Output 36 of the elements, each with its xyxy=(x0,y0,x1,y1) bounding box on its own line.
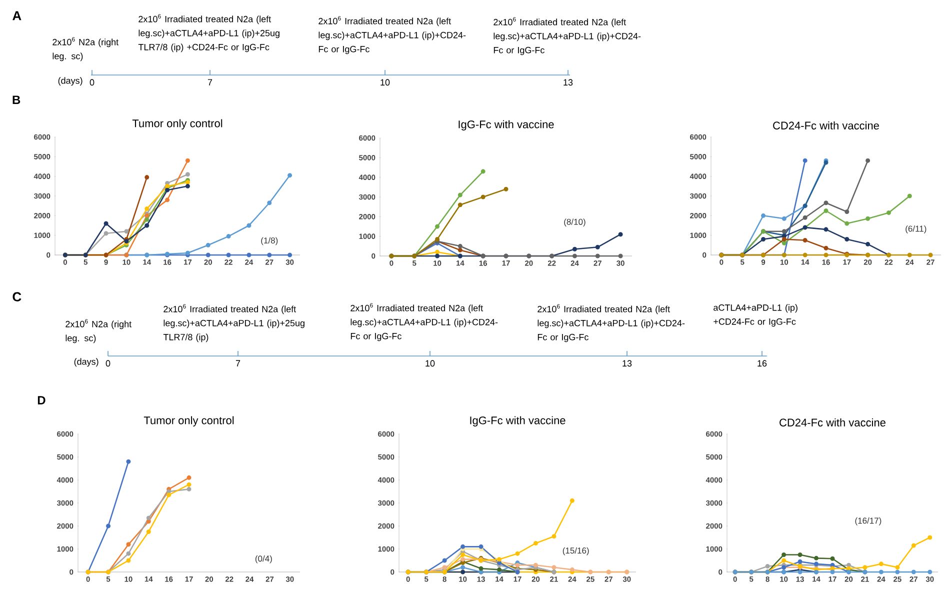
text: A xyxy=(12,11,22,20)
text: 2x10$^{6}$ Irradiated treated N2a (left leg.sc)+aCTLA4+aPD-L1 (ip)+25ug TLR7/8 (ip) xyxy=(163,304,304,342)
text: C xyxy=(12,292,22,302)
category-label: 13 xyxy=(564,79,573,86)
text: 2x10$^{6}$ Irradiated treated N2a (left leg.sc)+aCTLA4+aPD-L1 (ip)+CD24-Fc or IgG-Fc xyxy=(350,303,498,342)
annotation: (16/17) xyxy=(855,517,882,526)
chart-title: CD24-Fc with vaccine xyxy=(773,121,879,130)
text: B xyxy=(12,96,20,104)
chart-title: IgG-Fc with vaccine xyxy=(470,416,566,426)
text: 2x10$^{6}$ Irradiated treated N2a (left leg.sc)+aCTLA4+aPD-L1 (ip)+CD24-Fc or IgG-Fc xyxy=(494,17,641,56)
category-label: 0 xyxy=(106,360,110,367)
annotation: (8/10) xyxy=(564,218,586,227)
category-label: 13 xyxy=(622,360,632,367)
category-label: 16 xyxy=(758,360,767,367)
chart-title: Tumor only control xyxy=(132,119,222,130)
text: D xyxy=(38,396,46,404)
annotation: (15/16) xyxy=(562,547,589,556)
text: 2x10$^{6}$ Irradiated treated N2a (left leg.sc)+aCTLA4+aPD-L1 (ip)+CD24-Fc or IgG-Fc xyxy=(538,304,685,342)
text: 2x10$^{6}$ Irradiated treated N2a (left leg.sc)+aCTLA4+aPD-L1 (ip)+CD24-Fc or IgG-Fc xyxy=(318,16,466,54)
category-label: 0 xyxy=(90,79,94,86)
category-label: 7 xyxy=(236,360,240,366)
annotation: (1/8) xyxy=(261,237,278,246)
category-label: 10 xyxy=(380,79,390,86)
category-label: 7 xyxy=(208,79,212,86)
text: 2x10$^{6}$ N2a (right leg. sc) xyxy=(52,37,118,62)
chart-title: CD24-Fc with vaccine xyxy=(780,418,886,426)
chart-title: Tumor only control xyxy=(144,416,234,426)
annotation: (0/4) xyxy=(255,555,272,564)
text: 2x10$^{6}$ Irradiated treated N2a (left leg.sc)+aCTLA4+aPD-L1 (ip)+25ug TLR7/8 (ip) +CD24-Fc or IgG-Fc xyxy=(138,14,280,52)
text: (days) xyxy=(58,77,82,86)
text: aCTLA4+aPD-L1 (ip) +CD24-Fc or IgG-Fc xyxy=(714,304,798,327)
text: (days) xyxy=(74,358,98,367)
chart-title: IgG-Fc with vaccine xyxy=(458,120,554,130)
text: 2x10$^{6}$ N2a (right leg. sc) xyxy=(66,319,132,344)
annotation: (6/11) xyxy=(906,225,926,234)
category-label: 10 xyxy=(426,360,435,367)
